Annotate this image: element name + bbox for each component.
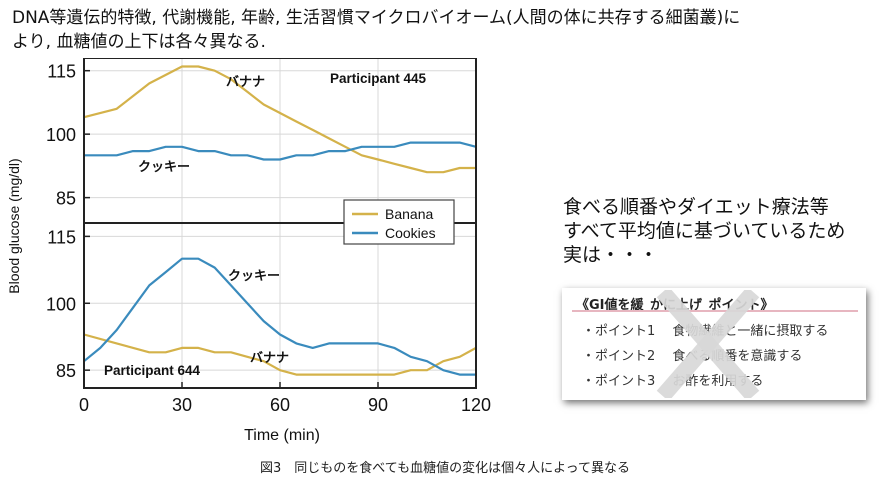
panel-2-annotation: バナナ [250,351,289,366]
panel-2-y-tick-label: 100 [46,294,76,314]
x-tick-label: 0 [79,395,89,415]
x-tick-label: 30 [172,395,192,415]
figure-caption: 図3 同じものを食べても血糖値の変化は個々人によって異なる [259,461,631,476]
chart-frame [83,58,477,389]
panel-1-series-banana [83,65,476,174]
tips-title-underline [572,310,858,312]
note-text: 食べる順番やダイエット療法等 すべて平均値に基づいているため 実は・・・ [563,195,890,267]
chart-series-lines [83,65,477,376]
panel-1-annotation: バナナ [226,75,265,90]
cross-mark-icon [656,290,760,398]
panel-1-y-tick-label: 85 [56,189,76,209]
panel-1-series-cookies [84,141,477,161]
panel-1-y-tick-label: 115 [47,62,76,82]
legend-box [343,199,455,245]
header-line-2: より, 血糖値の上下は各々異なる. [12,32,266,52]
note-line-3: 実は・・・ [563,244,659,266]
x-axis-label: Time (min) [244,427,320,444]
panel-2-series-banana [83,333,477,376]
panel-2-y-tick-label: 85 [56,361,76,381]
note-line-1: 食べる順番やダイエット療法等 [563,196,829,218]
panel-1-annotation: クッキー [138,160,190,175]
note-line-2: すべて平均値に基づいているため [563,220,846,242]
panel-2-series-cookies [83,257,476,376]
panel-1-title: Participant 445 [330,71,427,86]
legend-label-cookies: Cookies [385,225,436,241]
panel-2-annotation: クッキー [228,269,280,284]
y-axis-label: Blood glucose (mg/dl) [6,158,22,293]
x-tick-label: 90 [368,395,388,415]
panel-1-y-tick-label: 100 [46,125,76,145]
panel-2-y-tick-label: 115 [47,227,76,247]
x-tick-label: 60 [270,395,290,415]
header-line-1: DNA等遺伝的特徴, 代謝機能, 年齢, 生活習慣マイクロバイオーム(人間の体に… [12,8,741,28]
legend-label-banana: Banana [385,206,433,222]
header-text: DNA等遺伝的特徴, 代謝機能, 年齢, 生活習慣マイクロバイオーム(人間の体に… [12,6,882,54]
panel-2-title: Participant 644 [104,363,201,378]
x-tick-label: 120 [461,395,491,415]
gi-tips-card: 《GI値を緩_かに上げ_ポイント》 ・ポイント1 食物繊維と一緒に摂取する ・ポ… [562,288,866,400]
